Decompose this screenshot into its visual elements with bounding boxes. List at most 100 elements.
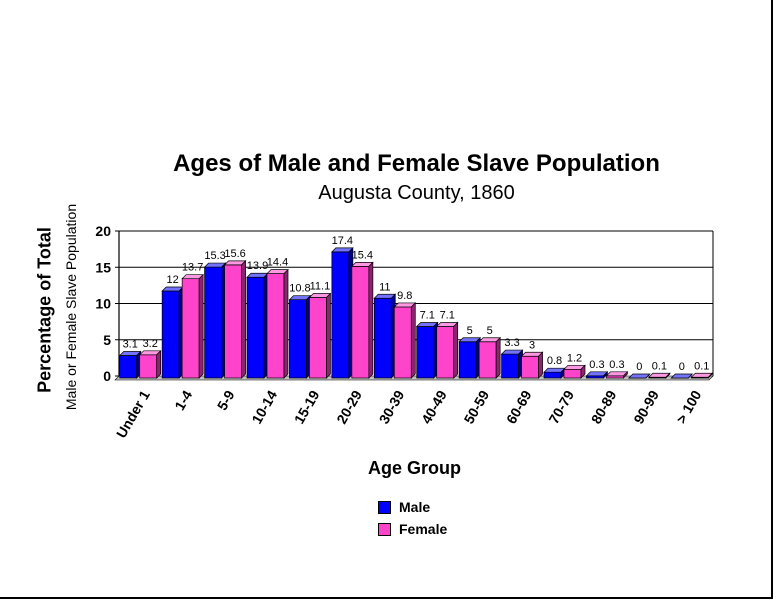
bar-side	[623, 370, 628, 379]
bar-side	[198, 273, 204, 379]
data-label: 0	[636, 361, 642, 373]
x-tick-label: > 100	[673, 387, 705, 426]
bar-male-1	[161, 286, 184, 379]
x-tick-label: Under 1	[113, 387, 153, 440]
bar-face	[543, 371, 562, 379]
bar-male-6	[373, 293, 397, 379]
bar-side	[603, 370, 608, 379]
legend-item-female: Female	[378, 518, 447, 540]
bar-face	[246, 276, 265, 379]
bar-female-4	[308, 292, 332, 379]
bar-female-9	[520, 351, 544, 379]
bar-face	[266, 273, 285, 379]
bar-face	[478, 341, 497, 379]
bar-male-0	[118, 350, 142, 379]
bar-side	[495, 336, 501, 379]
y-tick-label: 20	[95, 223, 111, 239]
data-label: 0.3	[589, 359, 604, 371]
data-label: 7.1	[440, 310, 455, 322]
bar-female-6	[393, 302, 417, 379]
x-tick-label: 15-19	[291, 387, 323, 426]
data-label: 9.8	[397, 290, 412, 302]
legend-swatch-male	[378, 500, 391, 514]
data-label: 15.3	[204, 250, 225, 262]
x-tick-label: 90-99	[630, 387, 662, 426]
bar-female-11	[605, 370, 629, 379]
data-label: 13.7	[182, 262, 203, 274]
data-label: 3.1	[123, 339, 138, 351]
data-label: 0.1	[694, 360, 709, 372]
chart-subtitle: Augusta County, 1860	[318, 182, 515, 204]
bar-side	[326, 292, 331, 379]
chart-title: Ages of Male and Female Slave Population	[173, 150, 660, 177]
bar-side	[688, 373, 693, 379]
bar-male-10	[543, 367, 566, 379]
y-tick-label: 15	[95, 259, 111, 275]
bar-female-7	[435, 321, 459, 379]
x-tick-label: 80-89	[588, 387, 620, 426]
bar-face	[373, 297, 392, 379]
data-label: 14.4	[267, 257, 288, 269]
x-tick-label: 40-49	[418, 387, 450, 426]
data-label: 11	[379, 281, 390, 293]
bar-face	[331, 251, 350, 379]
bar-side	[707, 372, 713, 379]
data-label: 0.1	[652, 360, 667, 372]
data-label: 0.8	[547, 355, 562, 367]
bar-side	[538, 351, 543, 379]
bar-face	[416, 326, 435, 379]
bar-face	[351, 266, 370, 379]
bar-male-5	[331, 247, 354, 379]
bar-side	[156, 349, 162, 379]
data-label: 5	[487, 325, 493, 337]
data-label: 13.9	[247, 260, 268, 272]
data-label: 0	[679, 361, 685, 373]
bar-female-13	[690, 372, 714, 379]
bar-face	[458, 341, 477, 379]
bar-face	[204, 266, 222, 379]
bar-male-13	[670, 373, 694, 379]
bar-side	[241, 260, 246, 379]
y-tick-label: 0	[103, 368, 111, 384]
bar-female-5	[351, 261, 374, 379]
bar-side	[368, 261, 374, 379]
data-label: 5	[467, 325, 473, 337]
bar-female-10	[563, 364, 586, 379]
bar-side	[453, 321, 459, 379]
bar-female-2	[223, 260, 247, 379]
bar-male-11	[585, 370, 609, 379]
data-label: 15.6	[224, 248, 245, 260]
x-tick-label: 60-69	[503, 387, 535, 426]
bar-face	[139, 354, 158, 379]
data-label: 11.1	[310, 281, 331, 293]
bar-male-4	[288, 294, 312, 379]
bar-female-8	[478, 336, 501, 379]
x-tick-label: 30-39	[376, 387, 408, 426]
data-label: 12	[167, 274, 179, 286]
bar-face	[521, 355, 539, 379]
bar-face	[436, 326, 455, 379]
bar-male-8	[458, 336, 481, 379]
legend-swatch-female	[378, 522, 391, 536]
x-tick-label: 10-14	[248, 387, 280, 426]
bar-side	[410, 302, 416, 379]
y-tick-label: 5	[103, 332, 111, 348]
bar-female-3	[266, 268, 289, 379]
bar-male-3	[246, 272, 269, 379]
bar-side	[665, 372, 671, 379]
bar-face	[309, 297, 327, 379]
bar-face	[181, 278, 200, 379]
bar-side	[580, 364, 586, 379]
bar-male-9	[500, 349, 524, 379]
data-label: 15.4	[352, 249, 373, 261]
data-label: 7.1	[420, 310, 435, 322]
bar-side	[645, 373, 651, 379]
bar-male-12	[628, 373, 651, 379]
bar-face	[289, 299, 307, 379]
legend: Male Female	[378, 496, 447, 540]
bar-face	[563, 368, 582, 379]
data-label: 17.4	[332, 235, 353, 247]
data-label: 10.8	[289, 283, 310, 295]
